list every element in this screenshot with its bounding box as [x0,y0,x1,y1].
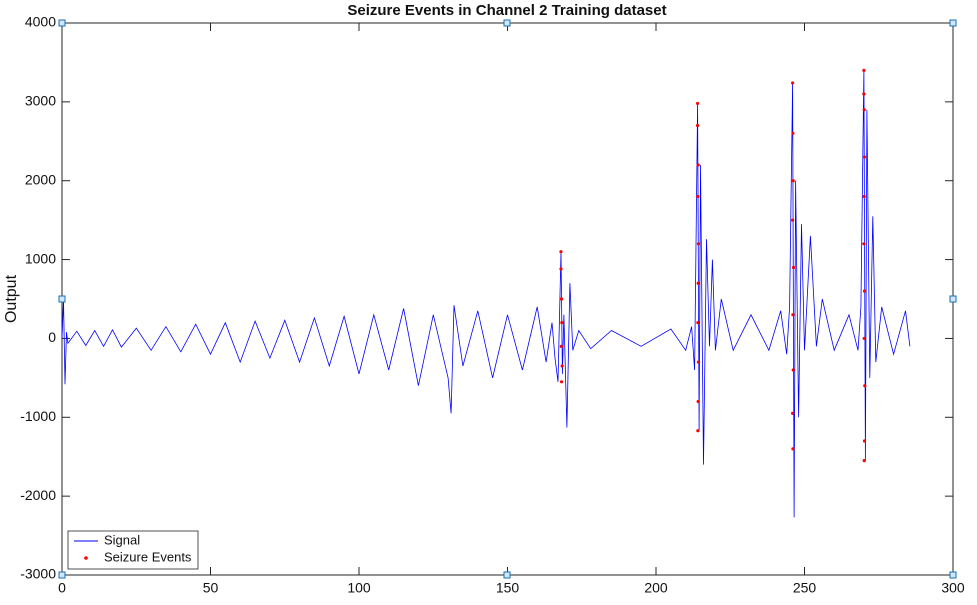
event-point [696,281,700,285]
event-point [559,380,564,384]
handle [949,295,957,303]
event-point [862,336,866,341]
event-point [791,131,795,135]
y-tick-label: 2000 [25,171,56,187]
event-point [791,265,796,270]
event-point [791,179,795,183]
event-point [862,68,866,72]
event-point [862,155,867,159]
event-point [695,123,700,128]
handle [503,19,511,27]
selection-handles [58,19,957,579]
signal-line [61,69,911,518]
y-tick-label: -3000 [20,566,56,582]
legend: Signal Seizure Events [67,530,199,570]
chart-title: Seizure Events in Channel 2 Training dat… [347,2,666,19]
x-tick-label: 200 [644,580,668,596]
event-point [696,399,700,404]
event-point [791,313,795,317]
handle [949,571,957,579]
handle [58,571,66,579]
event-point [696,194,700,199]
legend-swatch [84,556,88,560]
event-point [862,194,866,199]
event-point [791,218,795,222]
handle [949,19,957,27]
event-point [791,368,795,372]
handle [58,19,66,27]
event-point [696,163,700,167]
event-point [696,242,701,246]
event-point [559,344,563,348]
event-point [559,250,563,254]
event-point [559,267,563,271]
event-point [862,242,866,246]
x-tick-label: 300 [941,580,965,596]
x-tick-label: 0 [58,580,66,596]
y-tick-label: 0 [48,329,56,345]
y-tick-label: 1000 [25,250,56,266]
event-point [862,459,866,463]
y-axis-label: Output [3,274,20,323]
x-tick-label: 100 [347,580,371,596]
y-tick-label: -1000 [20,408,56,424]
event-point [862,108,866,112]
event-point [862,289,867,293]
event-point [862,439,867,443]
event-point [791,447,795,451]
event-point [695,101,700,106]
event-point [696,429,700,433]
legend-label: Seizure Events [104,549,192,564]
legend-box [67,530,199,570]
event-point [696,321,700,325]
event-point [862,92,866,96]
handle [503,571,511,579]
plot-area [61,22,954,576]
event-point [560,321,564,325]
event-point [791,81,795,85]
y-tick-label: 4000 [25,14,56,30]
event-point [559,297,564,301]
x-tick-label: 50 [203,580,219,596]
event-point [791,411,795,415]
x-tick-label: 150 [496,580,520,596]
handle [58,295,66,303]
y-tick-label: -2000 [20,487,56,503]
legend-label: Signal [104,532,140,547]
event-point [863,384,867,388]
y-tick-label: 3000 [25,93,56,109]
event-point [696,360,701,364]
event-point [560,364,564,368]
x-tick-label: 250 [793,580,817,596]
